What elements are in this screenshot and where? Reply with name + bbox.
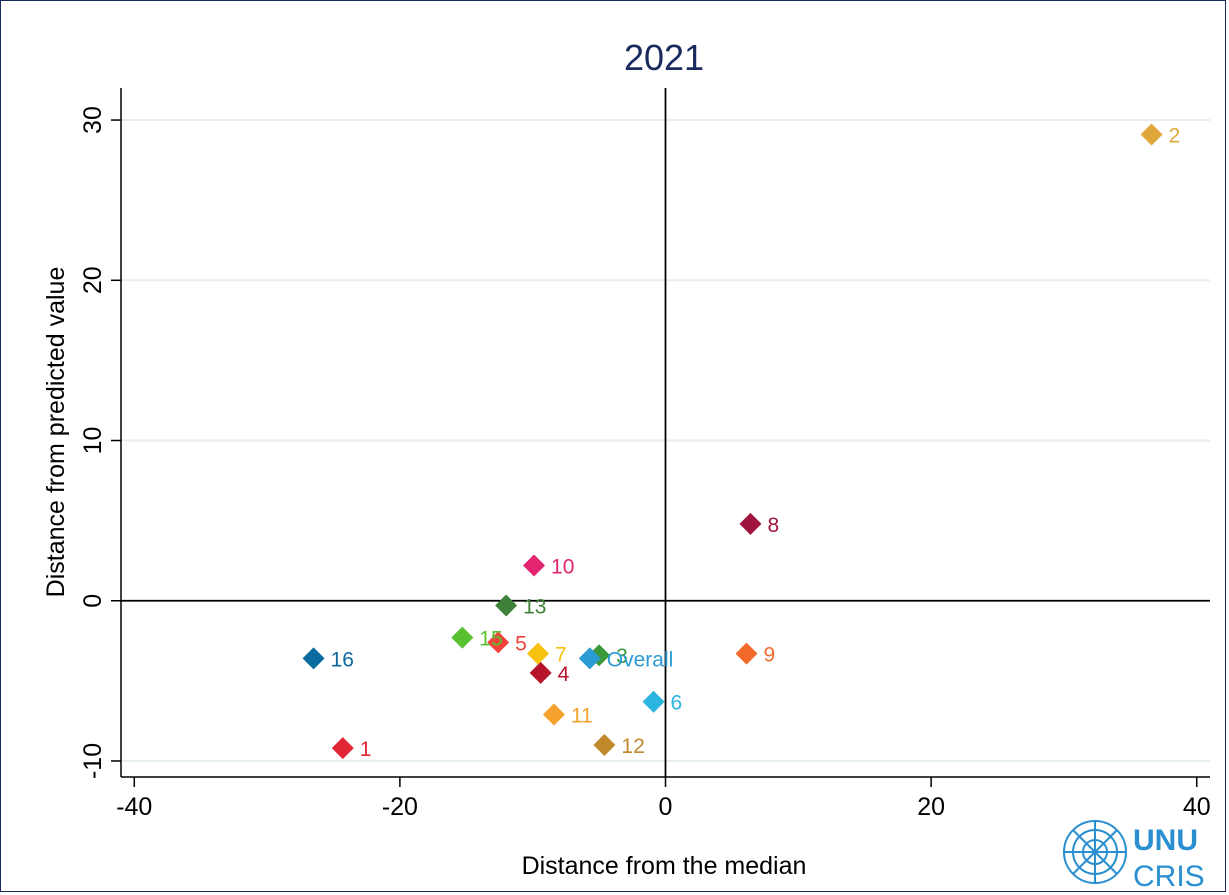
chart-title: 2021: [624, 37, 704, 78]
data-point: [735, 642, 758, 665]
data-label: 7: [555, 644, 567, 667]
data-label: 4: [558, 663, 570, 686]
un-emblem-icon: [1063, 820, 1127, 884]
x-axis-title: Distance from the median: [522, 852, 807, 880]
data-label: 10: [551, 555, 574, 578]
x-tick-label: 0: [659, 793, 673, 821]
data-point: [302, 647, 325, 670]
data-label: Overall: [607, 648, 674, 671]
logo-text-cris: CRIS: [1133, 860, 1205, 893]
y-tick-label: 30: [79, 106, 107, 134]
data-label: 8: [767, 514, 779, 537]
logo-text-unu: UNU: [1133, 824, 1198, 857]
data-point: [487, 631, 510, 654]
ticks: -10 0 10 20 30 -40 -20 0 20 40: [79, 106, 1211, 821]
x-tick-label: 40: [1183, 793, 1211, 821]
data-point: [578, 647, 601, 670]
data-label: 16: [331, 648, 354, 671]
y-tick-label: 0: [79, 594, 107, 608]
data-label: 12: [621, 735, 644, 758]
y-tick-label: -10: [79, 743, 107, 779]
data-label: 3: [616, 645, 628, 668]
data-label: 13: [523, 596, 546, 619]
data-point: [495, 594, 518, 617]
data-point: [527, 642, 550, 665]
x-tick-label: -40: [116, 793, 152, 821]
x-tick-label: 20: [917, 793, 945, 821]
reference-lines: [121, 88, 1210, 777]
data-point: [642, 690, 665, 713]
data-point: [451, 626, 474, 649]
data-point: [529, 661, 552, 684]
y-tick-label: 20: [79, 266, 107, 294]
data-point: [331, 737, 354, 760]
data-label: 9: [764, 644, 776, 667]
data-label: 11: [571, 705, 593, 728]
data-point: [1140, 123, 1163, 146]
y-tick-label: 10: [79, 427, 107, 455]
data-label: 2: [1169, 124, 1181, 147]
data-point: [523, 554, 546, 577]
unu-cris-logo: UNU CRIS: [1063, 820, 1205, 893]
data-label: 15: [479, 628, 502, 651]
data-point: [739, 512, 762, 535]
data-label: 1: [360, 738, 372, 761]
data-label: 6: [671, 692, 683, 715]
data-point: [593, 733, 616, 756]
y-axis-title: Distance from predicted value: [42, 267, 70, 598]
data-point: [542, 703, 565, 726]
x-tick-label: -20: [382, 793, 418, 821]
data-label: 5: [515, 632, 527, 655]
